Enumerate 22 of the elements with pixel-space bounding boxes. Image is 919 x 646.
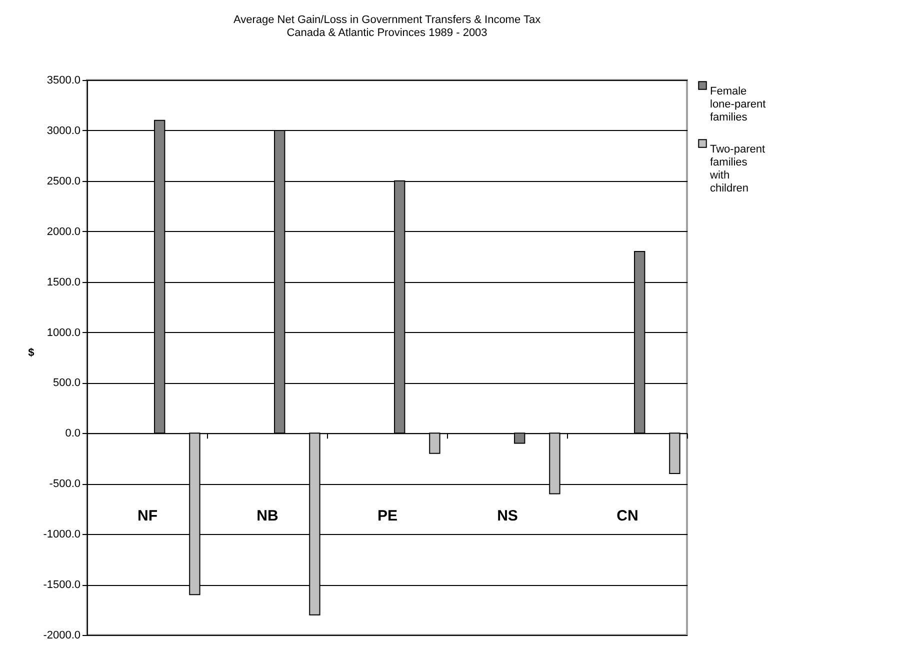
y-tick-label: 2500.0 <box>46 175 80 188</box>
y-tick-label: 1500.0 <box>46 276 80 288</box>
y-axis-title: $ <box>28 347 34 359</box>
x-tick-label: NS <box>497 508 518 525</box>
y-tick-label: 0.0 <box>65 428 80 440</box>
x-tick-label: NF <box>138 508 158 525</box>
y-tick-label: -500.0 <box>49 478 80 490</box>
x-tick-label: PE <box>377 508 398 525</box>
legend-label: Female lone-parent families <box>710 86 766 124</box>
x-tick-label: NB <box>256 508 278 525</box>
y-tick-label: 1000.0 <box>46 326 80 339</box>
legend-label: Two-parent families with children <box>709 144 766 194</box>
chart-subtitle: Canada & Atlantic Provinces 1989 - 2003 <box>286 27 488 39</box>
y-tick-label: 3500.0 <box>46 74 80 86</box>
y-tick-label: -1000.0 <box>43 528 80 541</box>
y-tick-label: -2000.0 <box>43 630 80 642</box>
y-tick-label: -1500.0 <box>43 579 80 592</box>
y-tick-label: 500.0 <box>52 377 80 390</box>
y-tick-label: 3000.0 <box>46 124 80 137</box>
chart-title: Average Net Gain/Loss in Government Transfers & Income Tax <box>233 14 542 26</box>
x-tick-label: CN <box>616 508 638 525</box>
y-tick-label: 2000.0 <box>46 226 80 238</box>
